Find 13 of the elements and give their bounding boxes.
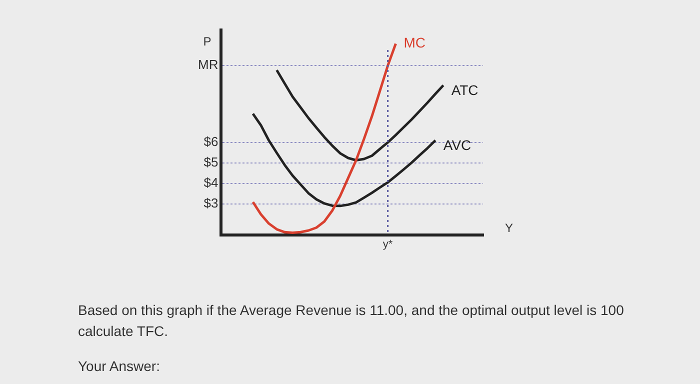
y-tick-label: $3 bbox=[204, 196, 218, 211]
y-axis-title: P bbox=[203, 34, 212, 48]
x-tick-label: y* bbox=[382, 238, 394, 250]
y-tick-label: MR bbox=[198, 57, 218, 72]
text: Your Answer: bbox=[78, 357, 161, 376]
series-label: AVC bbox=[443, 137, 472, 154]
text: Based on this graph if the Average Revenue is 11.00, and the optimal output level is 100 calculate TFC. bbox=[78, 301, 625, 341]
y-tick-label: $6 bbox=[204, 134, 218, 150]
series-label: ATC bbox=[451, 82, 478, 98]
y-tick-label: $4 bbox=[204, 175, 218, 190]
x-axis-title: Y bbox=[505, 221, 514, 236]
y-tick-label: $5 bbox=[204, 154, 218, 170]
series-label: MC bbox=[404, 34, 426, 51]
